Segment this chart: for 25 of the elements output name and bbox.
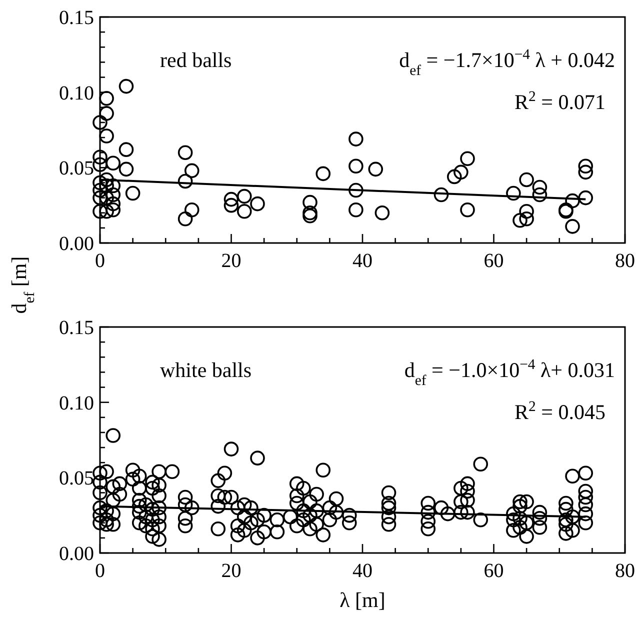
x-tick-label: 0: [95, 250, 105, 272]
x-tick-label: 60: [484, 250, 504, 272]
y-tick-label: 0.05: [59, 468, 94, 490]
annotation: d$_{ef}$ = −1.0×10$^{−4}$ λ+ 0.031: [404, 357, 615, 389]
x-tick-label: 80: [615, 250, 635, 272]
annotation: red balls: [160, 48, 232, 72]
x-tick-label: 20: [221, 560, 242, 582]
annotation: white balls: [160, 358, 252, 382]
y-tick-label: 0.00: [59, 543, 94, 565]
annotation: R$^{2}$ = 0.045: [514, 399, 606, 424]
y-tick-label: 0.10: [59, 82, 94, 104]
x-tick-label: 0: [95, 560, 105, 582]
x-tick-label: 20: [221, 250, 242, 272]
y-tick-label: 0.00: [59, 233, 94, 255]
y-tick-label: 0.10: [59, 392, 94, 414]
x-tick-label: 40: [352, 250, 372, 272]
y-tick-label: 0.05: [59, 158, 94, 180]
x-tick-label: 60: [484, 560, 504, 582]
x-tick-label: 40: [352, 560, 372, 582]
y-tick-label: 0.15: [59, 317, 94, 339]
x-tick-label: 80: [615, 560, 635, 582]
annotation: R$^{2}$ = 0.071: [514, 89, 606, 114]
x-axis-title: λ [m]: [340, 588, 386, 612]
annotation: d$_{ef}$ = −1.7×10$^{−4}$ λ + 0.042: [399, 47, 615, 79]
y-tick-label: 0.15: [59, 7, 94, 29]
